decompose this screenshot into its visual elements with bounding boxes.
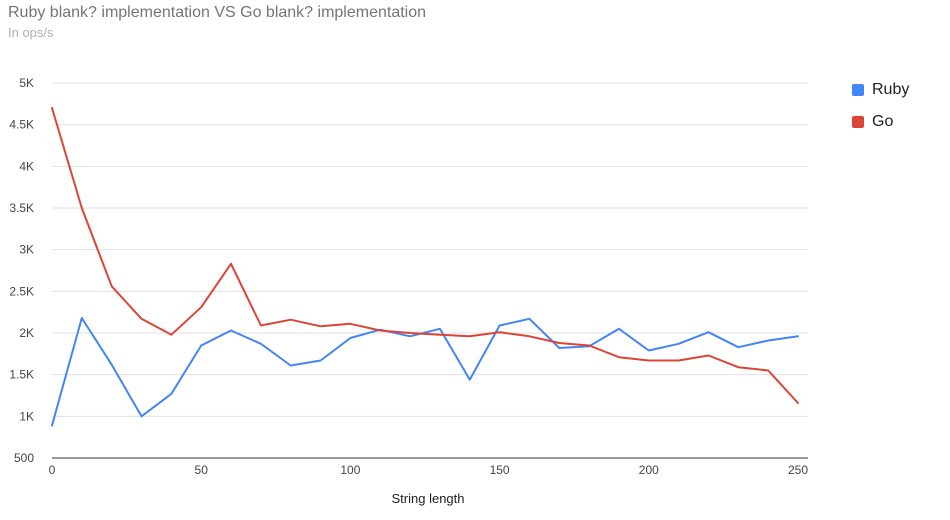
legend-item-ruby[interactable]: Ruby (852, 80, 909, 100)
axes: 500 1K 1.5K 2K 2.5K 3K 3.5K 4K 4.5K 5K 0 50 100 150 20… (9, 76, 808, 477)
x-tick-label: 150 (490, 463, 510, 477)
legend-swatch-ruby (852, 84, 864, 96)
chart-title: Ruby blank? implementation VS Go blank? … (8, 4, 427, 21)
legend: Ruby Go (852, 80, 909, 144)
y-tick-label: 2.5K (9, 284, 34, 298)
legend-label-go: Go (872, 113, 894, 130)
y-tick-label: 4K (19, 159, 34, 173)
series-line-ruby[interactable] (51, 317, 799, 427)
y-tick-label: 4.5K (9, 118, 34, 132)
legend-item-go[interactable]: Go (852, 112, 909, 132)
x-tick-label: 100 (340, 463, 360, 477)
x-tick-label: 250 (788, 463, 808, 477)
y-tick-label: 5K (19, 76, 34, 90)
x-tick-label: 0 (49, 463, 56, 477)
y-tick-label: 1K (19, 409, 34, 423)
y-tick-label: 1.5K (9, 368, 34, 382)
series-line-go[interactable] (51, 107, 799, 404)
legend-label-ruby: Ruby (872, 81, 910, 98)
x-tick-label: 50 (195, 463, 209, 477)
x-tick-label: 200 (639, 463, 659, 477)
y-tick-label: 500 (14, 451, 34, 465)
y-tick-label: 3K (19, 243, 34, 257)
x-axis-label: String length (392, 491, 465, 506)
chart-subtitle: In ops/s (8, 25, 54, 40)
y-tick-label: 2K (19, 326, 34, 340)
y-tick-label: 3.5K (9, 201, 34, 215)
legend-swatch-go (852, 116, 864, 128)
gridlines (52, 82, 808, 459)
series-lines (51, 107, 799, 427)
